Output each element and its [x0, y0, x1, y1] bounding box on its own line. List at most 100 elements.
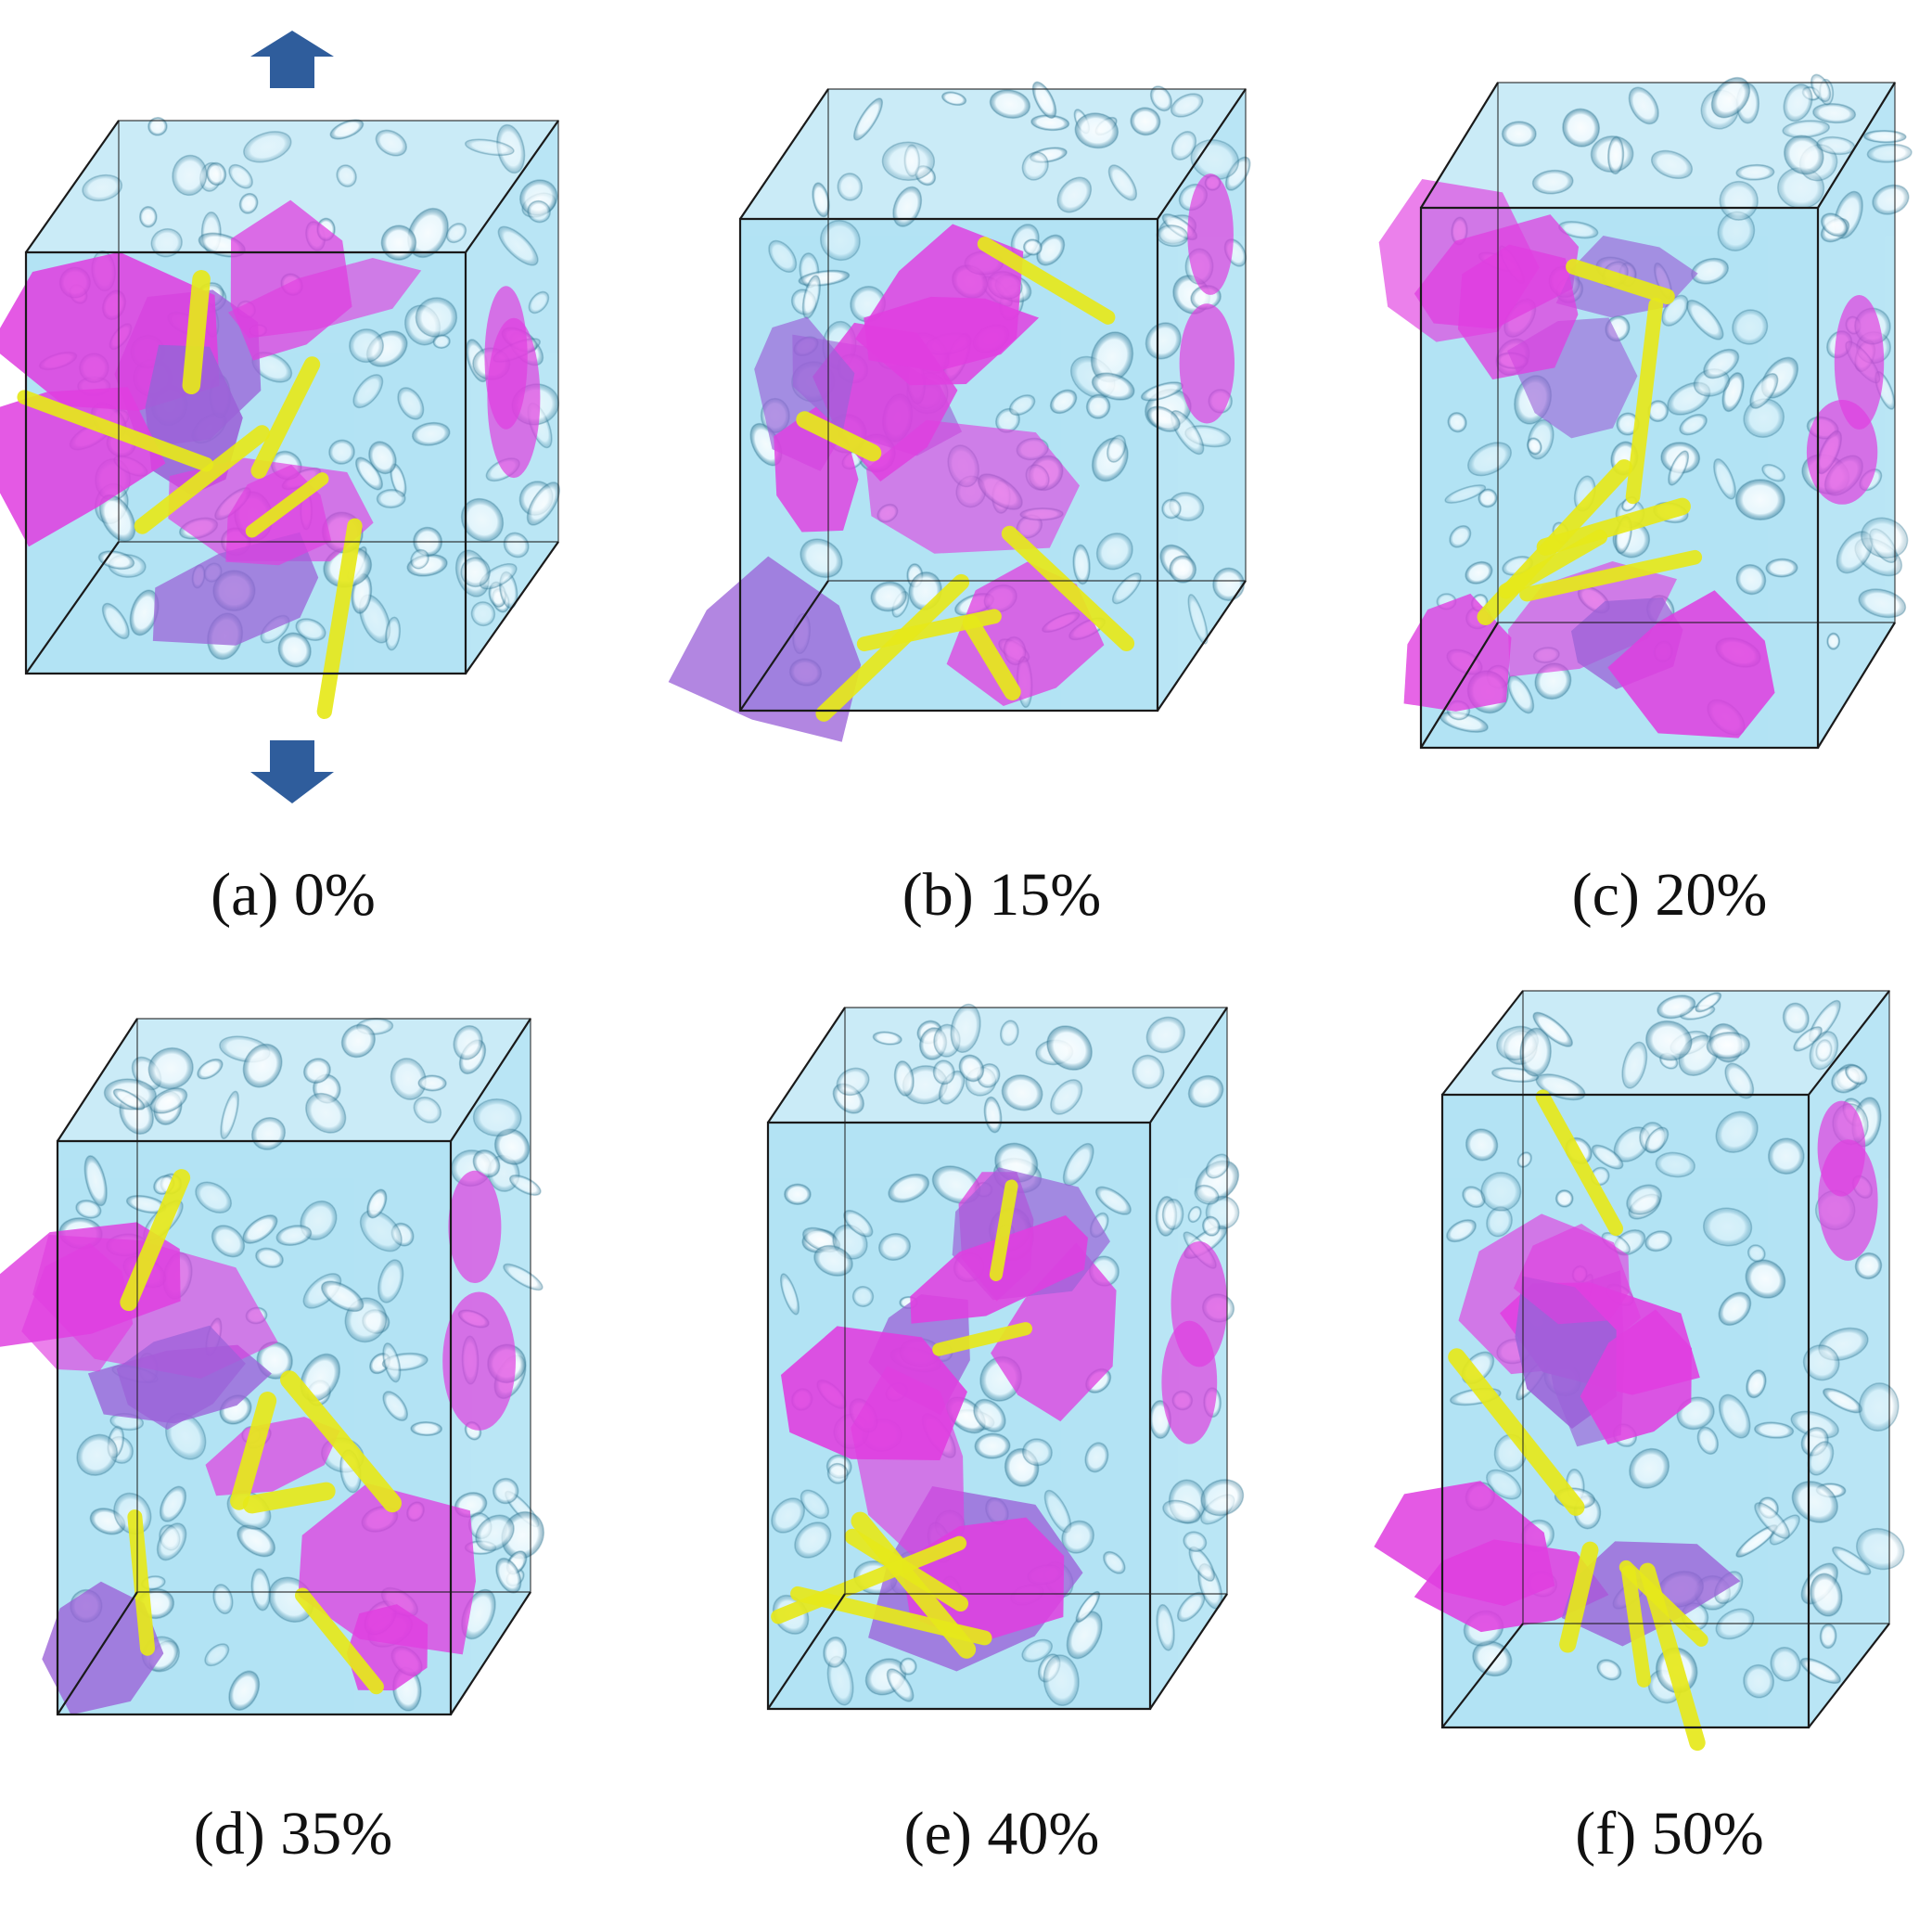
pore	[237, 1524, 276, 1558]
fiber	[932, 1322, 1033, 1356]
pore	[886, 1668, 915, 1702]
pore	[872, 1031, 902, 1046]
pore	[1746, 1369, 1767, 1399]
pore	[1703, 348, 1740, 379]
pore	[1107, 164, 1138, 201]
pore	[1447, 412, 1467, 433]
pore	[1734, 479, 1785, 520]
pore	[432, 334, 451, 349]
fiber	[962, 614, 1021, 700]
pore	[1531, 169, 1574, 195]
pore	[197, 1058, 224, 1080]
pore	[472, 1098, 522, 1137]
pore	[1532, 1011, 1573, 1047]
pore	[147, 1046, 194, 1090]
pore	[1802, 1344, 1840, 1381]
pore	[503, 532, 530, 558]
pore	[1854, 1252, 1883, 1280]
pore	[302, 1058, 331, 1085]
pore	[243, 131, 292, 163]
pore	[1784, 135, 1824, 175]
crack-surface	[484, 286, 528, 430]
pore	[492, 1477, 519, 1505]
pore	[206, 161, 227, 186]
pore	[1783, 83, 1813, 122]
pore	[411, 421, 451, 446]
pore	[999, 1020, 1019, 1046]
box-edge	[1149, 1007, 1228, 1123]
fiber	[1536, 497, 1691, 556]
pore	[406, 207, 449, 259]
fibers	[17, 270, 363, 720]
fiber	[1498, 529, 1608, 599]
pore	[1091, 372, 1135, 401]
pore	[1861, 517, 1909, 559]
pore	[295, 618, 326, 641]
pore	[1845, 1064, 1868, 1085]
pore	[1685, 299, 1724, 340]
bounding-box	[1440, 990, 1890, 1729]
fiber	[1566, 259, 1675, 305]
fiber	[134, 425, 271, 534]
box-edge	[739, 88, 829, 220]
pore	[1467, 442, 1512, 477]
pore	[329, 119, 365, 140]
fiber	[242, 1482, 336, 1514]
pore	[989, 89, 1031, 119]
pore	[1858, 1382, 1900, 1432]
pore	[255, 1247, 284, 1268]
pore	[813, 1244, 853, 1277]
pore	[413, 1096, 442, 1123]
fiber	[771, 1535, 967, 1624]
pore	[1812, 103, 1857, 124]
pore	[382, 1391, 408, 1421]
fiber	[182, 270, 211, 395]
pore	[1749, 373, 1779, 409]
pore	[881, 141, 936, 182]
pore	[475, 1514, 515, 1552]
fiber	[280, 1370, 402, 1513]
pore	[238, 192, 259, 214]
fiber	[316, 518, 363, 720]
pore	[1767, 1137, 1805, 1175]
pore	[277, 632, 312, 668]
pore	[1770, 1646, 1801, 1682]
arrow-up-icon	[250, 31, 334, 88]
pore	[97, 550, 135, 571]
pore	[305, 1092, 347, 1134]
pore	[794, 1521, 832, 1559]
crack-surface	[1179, 303, 1235, 424]
pore	[974, 1432, 1011, 1459]
pore	[150, 228, 183, 258]
fiber	[17, 390, 214, 472]
fiber	[1519, 549, 1703, 602]
pore	[149, 1087, 188, 1114]
pore	[1001, 1074, 1043, 1111]
pore	[1782, 1002, 1810, 1034]
box-edge	[1420, 622, 1499, 749]
box-front-edges	[738, 217, 1159, 713]
pore	[1480, 1172, 1522, 1212]
pore	[156, 1522, 187, 1561]
box-edge	[25, 120, 120, 253]
pore	[1049, 389, 1078, 415]
pore	[1866, 143, 1913, 163]
pore	[1799, 1657, 1842, 1685]
pore	[1085, 393, 1111, 419]
pore	[390, 1058, 427, 1100]
pore	[1462, 1186, 1486, 1209]
pore	[1212, 567, 1246, 601]
pore	[826, 1462, 849, 1484]
pore	[1696, 1426, 1719, 1455]
pore	[1872, 184, 1910, 215]
pore	[1161, 498, 1182, 520]
pore	[1031, 81, 1057, 119]
pore	[1146, 405, 1181, 432]
pore	[1555, 1189, 1574, 1208]
bounding-box	[1419, 82, 1896, 750]
box-front-edges	[1419, 206, 1820, 750]
bounding-box	[56, 1018, 531, 1716]
pore	[445, 223, 467, 244]
box-edge	[1420, 82, 1499, 209]
pore	[410, 548, 429, 570]
